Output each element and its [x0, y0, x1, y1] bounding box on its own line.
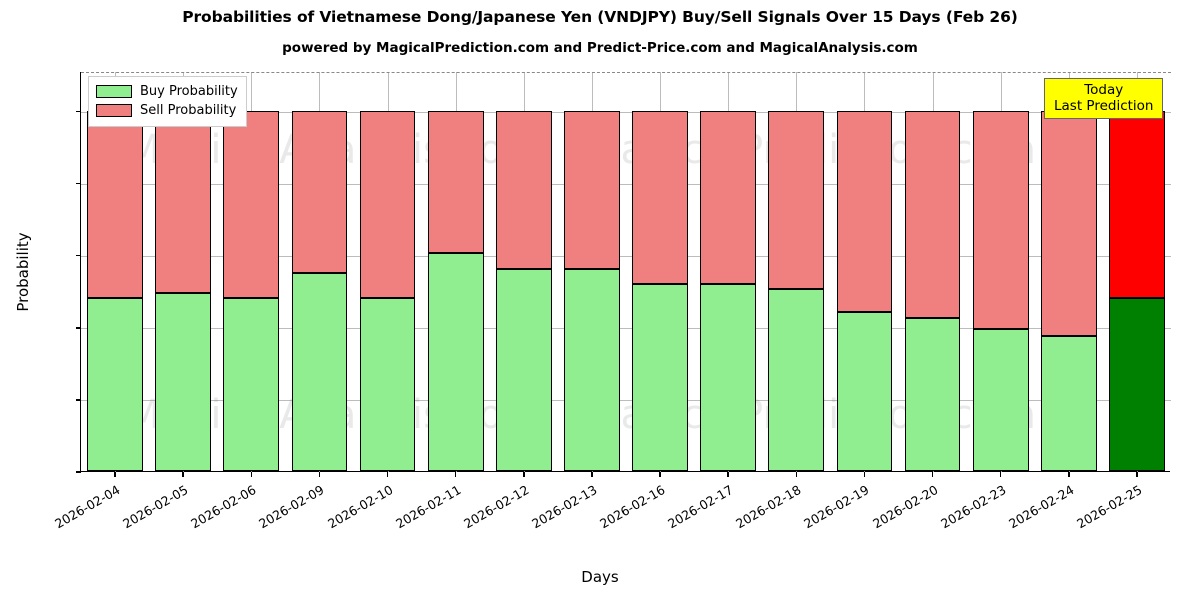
x-tick-mark — [454, 472, 457, 477]
bar-group[interactable] — [1040, 71, 1097, 471]
bar-segment-sell[interactable] — [836, 110, 893, 313]
bar-segment-buy[interactable] — [768, 289, 825, 471]
x-tick-mark — [318, 472, 321, 477]
legend-swatch-buy-icon — [96, 85, 132, 98]
x-tick-mark — [999, 472, 1002, 477]
today-annotation-line1: Today — [1084, 82, 1124, 98]
chart-title: Probabilities of Vietnamese Dong/Japanes… — [182, 8, 1018, 26]
x-tick-mark — [182, 472, 184, 477]
bar-segment-sell[interactable] — [291, 110, 348, 273]
bar-segment-buy[interactable] — [495, 269, 552, 471]
bar-group[interactable] — [291, 71, 348, 471]
bar-segment-sell[interactable] — [495, 110, 552, 270]
y-gridline — [81, 183, 1171, 185]
y-tick-mark — [76, 327, 81, 329]
x-tick-mark — [659, 472, 661, 477]
x-tick-mark — [591, 472, 593, 477]
bar-segment-sell[interactable] — [1040, 110, 1097, 336]
y-tick-mark — [76, 399, 81, 401]
bar-group[interactable] — [972, 71, 1029, 471]
x-tick-mark — [250, 472, 252, 477]
bar-segment-buy[interactable] — [904, 317, 961, 471]
bar-segment-buy[interactable] — [972, 328, 1029, 471]
y-gridline — [81, 327, 1171, 329]
plot-area: MagicalAnalysis.comMagicalPrediction.com… — [14, 71, 1171, 531]
bar-segment-buy[interactable] — [155, 292, 212, 471]
bar-group[interactable] — [1109, 71, 1165, 471]
y-tick-mark — [76, 471, 81, 473]
bar-group[interactable] — [904, 71, 961, 471]
bar-segment-buy[interactable] — [632, 283, 688, 471]
bar-segment-buy[interactable] — [223, 298, 280, 471]
bar-segment-sell[interactable] — [700, 110, 757, 284]
bar-group[interactable] — [155, 71, 212, 471]
bar-group[interactable] — [632, 71, 688, 471]
bar-segment-buy[interactable] — [359, 298, 416, 471]
bar-group[interactable] — [564, 71, 620, 471]
x-tick-mark — [727, 472, 729, 477]
chart-subtitle: powered by MagicalPrediction.com and Pre… — [282, 40, 918, 56]
x-tick-mark — [114, 472, 116, 477]
bar-segment-buy[interactable] — [1109, 298, 1165, 471]
legend-label-sell: Sell Probability — [140, 103, 237, 118]
x-tick-mark — [1136, 472, 1138, 477]
bar-segment-sell[interactable] — [904, 110, 961, 318]
chart-legend: Buy Probability Sell Probability — [88, 76, 247, 127]
x-tick-mark — [931, 472, 934, 477]
x-tick-mark — [795, 472, 797, 477]
y-gridline — [81, 255, 1171, 257]
bar-group[interactable] — [223, 71, 280, 471]
bar-segment-sell[interactable] — [564, 110, 620, 270]
bar-segment-sell[interactable] — [223, 110, 280, 298]
bar-segment-sell[interactable] — [632, 110, 688, 284]
bar-segment-sell[interactable] — [87, 110, 143, 298]
y-tick-mark — [76, 110, 81, 113]
y-axis-label: Probability — [14, 232, 32, 312]
today-annotation-line2: Last Prediction — [1054, 98, 1154, 114]
bar-group[interactable] — [87, 71, 143, 471]
plot-inner: MagicalAnalysis.comMagicalPrediction.com… — [81, 71, 1171, 472]
y-tick-mark — [76, 255, 81, 257]
bar-segment-sell[interactable] — [155, 110, 212, 293]
bar-group[interactable] — [836, 71, 893, 471]
bar-segment-buy[interactable] — [564, 269, 620, 471]
bar-group[interactable] — [359, 71, 416, 471]
x-tick-mark — [386, 472, 389, 477]
legend-label-buy: Buy Probability — [140, 84, 238, 99]
y-tick-mark — [76, 183, 81, 185]
y-gridline — [81, 111, 1171, 113]
x-axis-label: Days — [581, 568, 619, 586]
bar-segment-sell[interactable] — [359, 110, 416, 298]
bar-segment-buy[interactable] — [87, 298, 143, 471]
bar-segment-buy[interactable] — [836, 312, 893, 471]
bar-group[interactable] — [495, 71, 552, 471]
reference-line — [81, 72, 1171, 73]
today-annotation: Today Last Prediction — [1044, 78, 1164, 119]
legend-swatch-sell-icon — [96, 104, 132, 117]
y-gridline — [81, 399, 1171, 401]
bar-segment-sell[interactable] — [1109, 110, 1165, 298]
bar-segment-buy[interactable] — [700, 283, 757, 471]
legend-item-buy[interactable]: Buy Probability — [96, 82, 238, 101]
x-tick-mark — [1068, 472, 1070, 477]
bar-segment-sell[interactable] — [972, 110, 1029, 329]
bar-segment-buy[interactable] — [291, 272, 348, 471]
bar-group[interactable] — [768, 71, 825, 471]
bar-group[interactable] — [700, 71, 757, 471]
legend-item-sell[interactable]: Sell Probability — [96, 101, 238, 120]
bar-group[interactable] — [427, 71, 484, 471]
bar-segment-sell[interactable] — [427, 110, 484, 253]
x-tick-mark — [863, 472, 866, 477]
x-tick-mark — [523, 472, 525, 477]
bar-segment-buy[interactable] — [427, 252, 484, 471]
bar-segment-sell[interactable] — [768, 110, 825, 289]
bar-segment-buy[interactable] — [1040, 335, 1097, 471]
